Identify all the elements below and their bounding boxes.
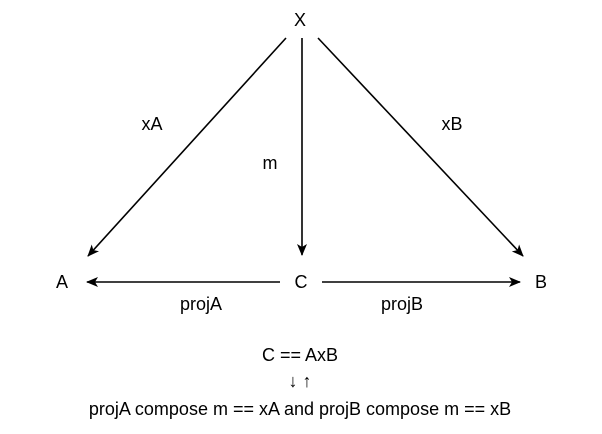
arrow-x-to-a (87, 37, 287, 257)
node-a-label: A (55, 272, 69, 292)
caption-equivalence-arrows: ↓ ↑ (288, 371, 312, 391)
node-c-label: C (294, 272, 308, 292)
edge-m-label: m (262, 153, 278, 173)
edge-proj-a-label: projA (179, 294, 223, 314)
edge-xa-label: xA (141, 114, 163, 134)
node-x-label: X (293, 10, 307, 30)
node-b-label: B (534, 272, 548, 292)
caption-condition: projA compose m == xA and projB compose … (88, 399, 512, 419)
arrow-x-to-b (317, 37, 524, 257)
edge-proj-b-label: projB (380, 294, 424, 314)
edge-xb-label: xB (441, 114, 463, 134)
caption-equation: C == AxB (261, 345, 339, 365)
